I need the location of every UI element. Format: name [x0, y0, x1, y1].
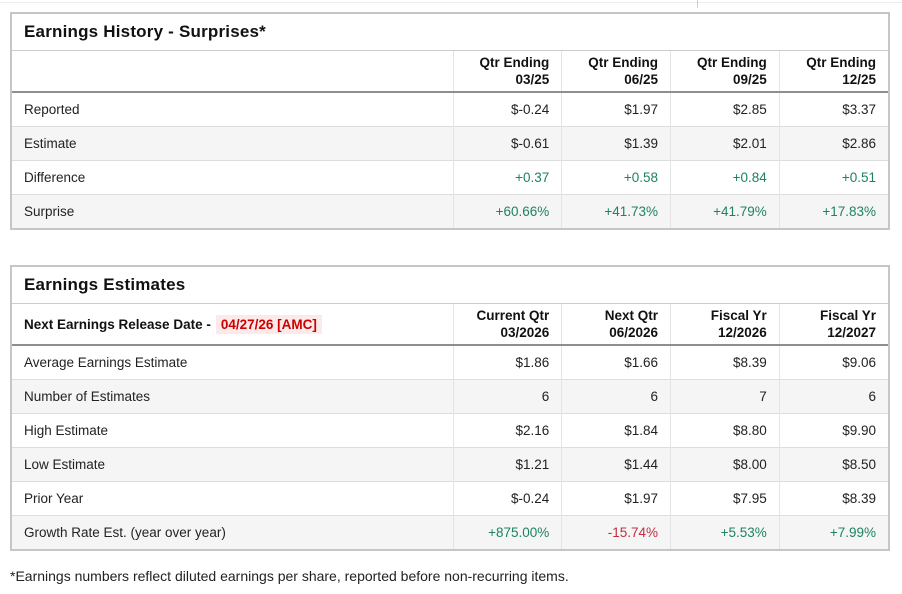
earnings-footnote: *Earnings numbers reflect diluted earnin… — [10, 568, 569, 584]
column-header-qtr-1225: Qtr Ending 12/25 — [778, 51, 888, 93]
column-header-line: Fiscal Yr — [819, 308, 876, 323]
column-header-line: Fiscal Yr — [710, 308, 767, 323]
row-label: Growth Rate Est. (year over year) — [12, 515, 453, 549]
table-row-prior-year: Prior Year $-0.24 $1.97 $7.95 $8.39 — [12, 481, 888, 516]
cell-value: +0.58 — [561, 160, 671, 195]
cell-value: +0.84 — [670, 160, 780, 195]
cell-value: $1.44 — [561, 447, 671, 482]
cell-value: +41.73% — [561, 194, 671, 228]
cell-value: +17.83% — [778, 194, 888, 228]
column-header-qtr-0325: Qtr Ending 03/25 — [452, 51, 562, 93]
column-header-line: 06/2026 — [609, 325, 658, 340]
cell-value: $-0.24 — [452, 481, 562, 516]
column-header-line: Next Qtr — [604, 308, 658, 323]
table-row-number-of-estimates: Number of Estimates 6 6 7 6 — [12, 379, 888, 414]
table-row-estimate: Estimate $-0.61 $1.39 $2.01 $2.86 — [12, 126, 888, 161]
cell-value: $-0.61 — [452, 126, 562, 161]
cell-value: $2.85 — [670, 91, 780, 127]
cell-value: $1.97 — [561, 91, 671, 127]
row-label: Surprise — [12, 194, 453, 228]
earnings-history-table: Qtr Ending 03/25 Qtr Ending 06/25 Qtr En… — [12, 51, 888, 228]
column-header-line: Qtr Ending — [588, 55, 658, 70]
cell-value: -15.74% — [561, 515, 671, 549]
cell-value: +5.53% — [670, 515, 780, 549]
cell-value: $1.39 — [561, 126, 671, 161]
row-label: Low Estimate — [12, 447, 453, 482]
table-row-difference: Difference +0.37 +0.58 +0.84 +0.51 — [12, 160, 888, 195]
cell-value: $1.66 — [561, 344, 671, 380]
column-header-line: Current Qtr — [476, 308, 550, 323]
earnings-history-title: Earnings History - Surprises* — [12, 14, 888, 51]
row-label: Difference — [12, 160, 453, 195]
table-row-low-estimate: Low Estimate $1.21 $1.44 $8.00 $8.50 — [12, 447, 888, 482]
table-row-surprise: Surprise +60.66% +41.73% +41.79% +17.83% — [12, 194, 888, 228]
column-header-line: Qtr Ending — [806, 55, 876, 70]
column-header-line: 03/25 — [515, 72, 550, 87]
earnings-estimates-table: Next Earnings Release Date -04/27/26 [AM… — [12, 304, 888, 549]
empty-header-cell — [12, 51, 453, 93]
cell-value: $1.21 — [452, 447, 562, 482]
column-header-line: 12/25 — [842, 72, 876, 87]
column-header-qtr-0925: Qtr Ending 09/25 — [670, 51, 780, 93]
column-header-next-qtr: Next Qtr 06/2026 — [561, 304, 671, 346]
cell-value: 6 — [778, 379, 888, 414]
cell-value: 6 — [561, 379, 671, 414]
cell-value: $1.86 — [452, 344, 562, 380]
earnings-estimates-panel: Earnings Estimates Next Earnings Release… — [10, 265, 890, 551]
table-row-average-estimate: Average Earnings Estimate $1.86 $1.66 $8… — [12, 344, 888, 380]
row-label: High Estimate — [12, 413, 453, 448]
cell-value: +60.66% — [452, 194, 562, 228]
column-header-line: Qtr Ending — [697, 55, 767, 70]
cell-value: +875.00% — [452, 515, 562, 549]
cell-value: 7 — [670, 379, 780, 414]
cell-value: $8.80 — [670, 413, 780, 448]
cell-value: $2.86 — [778, 126, 888, 161]
cell-value: $9.90 — [778, 413, 888, 448]
cell-value: $1.84 — [561, 413, 671, 448]
column-header-line: 06/25 — [624, 72, 658, 87]
cell-value: $8.00 — [670, 447, 780, 482]
row-label: Number of Estimates — [12, 379, 453, 414]
earnings-history-header-row: Qtr Ending 03/25 Qtr Ending 06/25 Qtr En… — [12, 51, 888, 93]
cell-value: $2.01 — [670, 126, 780, 161]
column-header-line: 09/25 — [732, 72, 767, 87]
earnings-history-panel: Earnings History - Surprises* Qtr Ending… — [10, 12, 890, 230]
row-label: Average Earnings Estimate — [12, 344, 453, 380]
row-label: Estimate — [12, 126, 453, 161]
cutoff-top-divider — [0, 2, 902, 3]
column-header-qtr-0625: Qtr Ending 06/25 — [561, 51, 671, 93]
table-row-high-estimate: High Estimate $2.16 $1.84 $8.80 $9.90 — [12, 413, 888, 448]
cell-value: $8.39 — [778, 481, 888, 516]
row-label: Reported — [12, 91, 453, 127]
table-row-growth-rate: Growth Rate Est. (year over year) +875.0… — [12, 515, 888, 549]
cell-value: +0.37 — [452, 160, 562, 195]
cell-value: $-0.24 — [452, 91, 562, 127]
row-label: Prior Year — [12, 481, 453, 516]
column-header-line: Qtr Ending — [479, 55, 550, 70]
column-header-fiscal-yr-2027: Fiscal Yr 12/2027 — [778, 304, 888, 346]
cell-value: $7.95 — [670, 481, 780, 516]
column-header-line: 12/2026 — [717, 325, 767, 340]
column-header-current-qtr: Current Qtr 03/2026 — [452, 304, 562, 346]
cell-value: $8.50 — [778, 447, 888, 482]
earnings-estimates-header-row: Next Earnings Release Date -04/27/26 [AM… — [12, 304, 888, 346]
table-row-reported: Reported $-0.24 $1.97 $2.85 $3.37 — [12, 91, 888, 127]
next-earnings-release-cell: Next Earnings Release Date -04/27/26 [AM… — [12, 304, 453, 346]
cell-value: +0.51 — [778, 160, 888, 195]
column-header-fiscal-yr-2026: Fiscal Yr 12/2026 — [670, 304, 780, 346]
cell-value: $3.37 — [778, 91, 888, 127]
cell-value: 6 — [452, 379, 562, 414]
column-header-line: 12/2027 — [827, 325, 876, 340]
cell-value: $1.97 — [561, 481, 671, 516]
earnings-estimates-title: Earnings Estimates — [12, 267, 888, 304]
cell-value: $2.16 — [452, 413, 562, 448]
cell-value: +41.79% — [670, 194, 780, 228]
release-date-value: 04/27/26 [AMC] — [215, 314, 322, 334]
column-header-line: 03/2026 — [500, 325, 550, 340]
cutoff-column-divider-tick — [697, 0, 698, 8]
cell-value: $8.39 — [670, 344, 780, 380]
cell-value: $9.06 — [778, 344, 888, 380]
cell-value: +7.99% — [778, 515, 888, 549]
release-date-label: Next Earnings Release Date - — [24, 316, 211, 332]
